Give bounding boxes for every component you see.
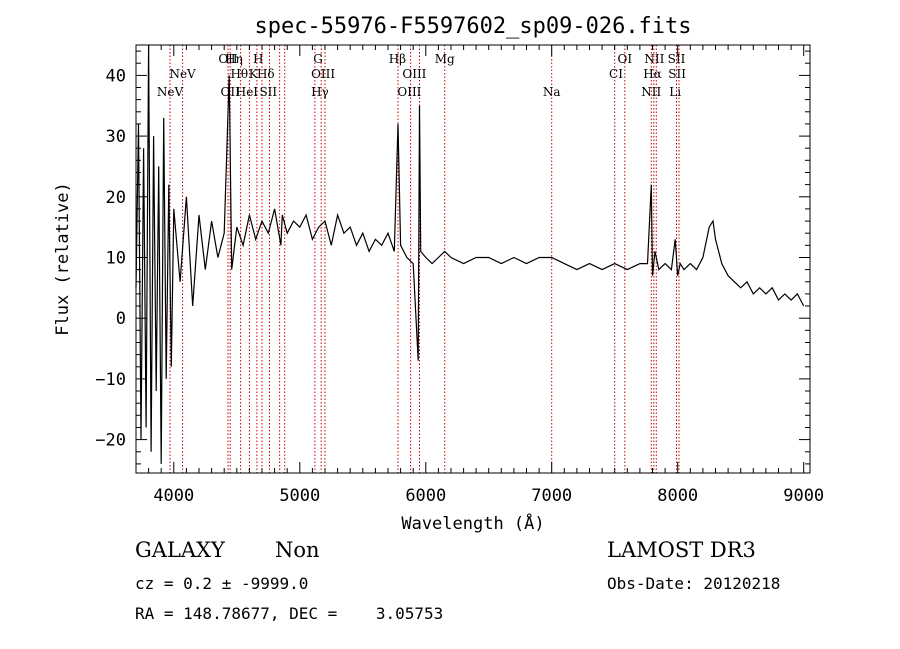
coordinates: RA = 148.78677, DEC = 3.05753 <box>135 604 444 623</box>
emission-line-label: Hγ <box>311 85 329 99</box>
y-tick-label: 30 <box>106 127 126 147</box>
emission-line-label: Hβ <box>389 52 406 66</box>
object-subclass: Non <box>275 538 320 562</box>
y-tick-label: 0 <box>116 309 126 329</box>
plot-frame <box>135 44 811 474</box>
emission-line-label: Hθ <box>230 67 248 81</box>
x-tick-label: 9000 <box>783 486 824 506</box>
emission-line-label: NII <box>641 85 661 99</box>
y-tick-label: −20 <box>95 431 126 451</box>
emission-line-label: Hη <box>225 52 243 66</box>
emission-line-label: SII <box>259 85 277 99</box>
emission-line-label: OIII <box>397 85 421 99</box>
y-tick-label: 40 <box>106 66 126 86</box>
x-axis-label: Wavelength (Å) <box>401 512 544 534</box>
y-axis-label: Flux (relative) <box>53 182 73 336</box>
emission-line-label: OIII <box>402 67 426 81</box>
x-tick-label: 7000 <box>531 486 572 506</box>
emission-line-label: CI <box>609 67 623 81</box>
x-tick-label: 4000 <box>153 486 194 506</box>
object-class: GALAXY <box>135 538 225 562</box>
axis-ticks: 4000 5000 6000 7000 8000 9000 −20 −10 0 10 20 30 40 <box>95 45 824 506</box>
emission-line-label: OI <box>618 52 633 66</box>
emission-line-labels: NeVNeVOIIOIIHηHθHeIKHHδSIIGOIIIHγHβOIIIO… <box>157 52 686 99</box>
emission-line-label: NII <box>644 52 664 66</box>
x-tick-label: 6000 <box>405 486 446 506</box>
spectrum-series <box>135 44 805 464</box>
survey-name: LAMOST DR3 <box>607 538 756 562</box>
y-tick-label: −10 <box>95 370 126 390</box>
emission-line-label: OIII <box>311 67 335 81</box>
emission-line-label: G <box>313 52 323 66</box>
emission-line-label: Hα <box>643 67 662 81</box>
emission-line-label: K <box>249 67 259 81</box>
emission-line-label: OII <box>221 85 241 99</box>
emission-line-label: Li <box>669 85 681 99</box>
emission-line-label: Mg <box>435 52 455 66</box>
emission-line-label: OII <box>218 52 238 66</box>
x-tick-label: 8000 <box>657 486 698 506</box>
observation-date: Obs-Date: 20120218 <box>607 574 781 593</box>
emission-line-label: Hδ <box>257 67 275 81</box>
emission-line-label: H <box>253 52 263 66</box>
redshift-cz: cz = 0.2 ± -9999.0 <box>135 574 309 593</box>
spectrum-line <box>135 44 805 464</box>
emission-line-label: HeI <box>236 85 259 99</box>
x-tick-label: 5000 <box>279 486 320 506</box>
emission-line-label: NeV <box>169 67 196 81</box>
emission-line-label: NeV <box>157 85 184 99</box>
emission-line-markers <box>169 45 680 473</box>
chart-title: spec-55976-F5597602_sp09-026.fits <box>254 14 691 39</box>
emission-line-label: SII <box>668 52 686 66</box>
y-tick-label: 20 <box>106 188 126 208</box>
emission-line-label: Na <box>543 85 561 99</box>
emission-line-label: SII <box>668 67 686 81</box>
y-tick-label: 10 <box>106 249 126 269</box>
